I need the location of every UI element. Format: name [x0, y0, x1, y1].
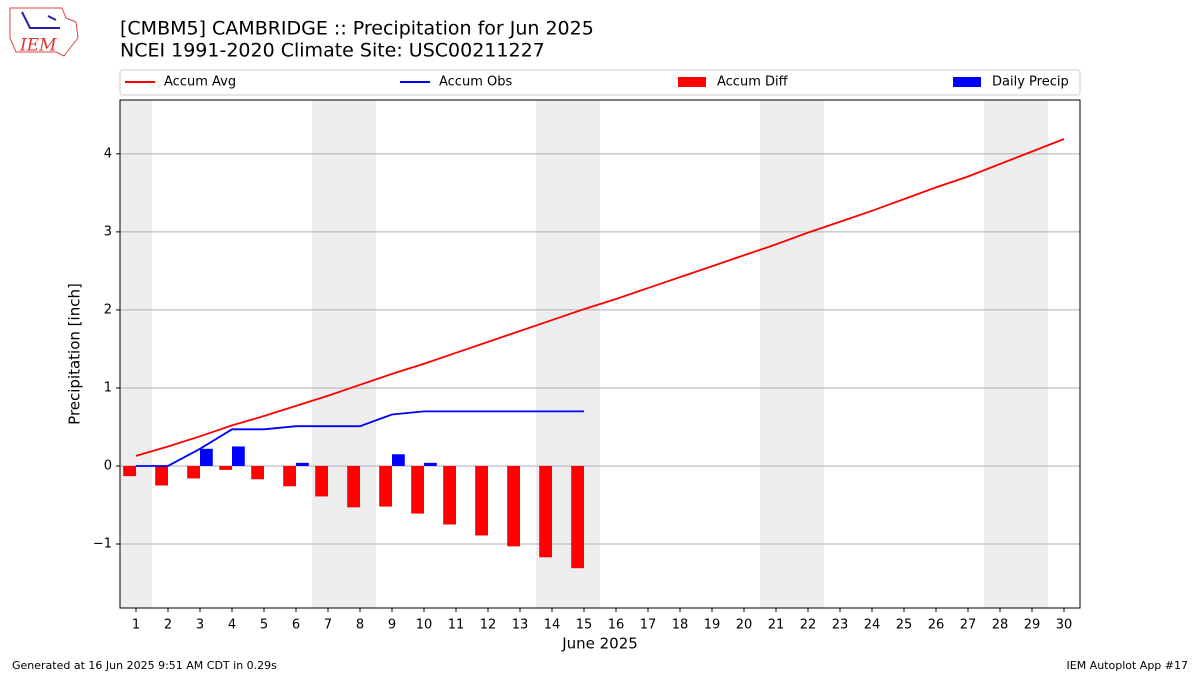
plot-frame: [119, 99, 1081, 609]
x-tick-label: 14: [544, 618, 561, 633]
x-tick-label: 10: [416, 618, 433, 633]
x-tick-label: 27: [960, 618, 977, 633]
x-tick-label: 7: [324, 618, 332, 633]
x-tick-label: 16: [608, 618, 625, 633]
x-tick-label: 23: [832, 618, 849, 633]
weekend-shade: [312, 100, 344, 608]
legend-box: [119, 69, 1081, 96]
x-tick-label: 21: [768, 618, 785, 633]
x-tick-label: 6: [292, 618, 300, 633]
bar: [507, 465, 520, 547]
x-tick-label: 13: [512, 618, 529, 633]
x-tick-label: 4: [228, 618, 236, 633]
x-tick-label: 15: [576, 618, 593, 633]
y-tick-label: 0: [104, 458, 112, 473]
weekend-shade: [1016, 100, 1048, 608]
legend-swatch: [678, 77, 706, 87]
logo-text: IEM: [19, 36, 57, 56]
bar: [251, 465, 264, 480]
line: [135, 138, 1065, 457]
legend-label: Daily Precip: [992, 75, 1069, 90]
x-tick-label: 28: [992, 618, 1009, 633]
y-tick-label: 4: [104, 146, 112, 161]
bar: [475, 465, 488, 536]
x-tick-label: 24: [864, 618, 881, 633]
bar: [315, 465, 328, 497]
logo: IEM: [9, 7, 79, 57]
footer-right: IEM Autoplot App #17: [1067, 659, 1189, 672]
x-tick-label: 9: [388, 618, 396, 633]
x-tick-label: 22: [800, 618, 817, 633]
x-tick-label: 3: [196, 618, 204, 633]
weekend-shade: [760, 100, 792, 608]
x-tick-label: 5: [260, 618, 268, 633]
bar: [232, 446, 245, 466]
weekend-shade: [984, 100, 1016, 608]
x-tick-label: 17: [640, 618, 657, 633]
x-tick-label: 29: [1024, 618, 1041, 633]
x-axis-label: June 2025: [561, 635, 638, 653]
footer-left: Generated at 16 Jun 2025 9:51 AM CDT in …: [12, 659, 277, 672]
legend-label: Accum Obs: [439, 75, 512, 90]
chart-subtitle: NCEI 1991-2020 Climate Site: USC00211227: [120, 40, 545, 62]
bar: [443, 465, 456, 525]
x-tick-label: 2: [164, 618, 172, 633]
bar: [392, 454, 405, 466]
x-tick-label: 25: [896, 618, 913, 633]
legend-swatch: [953, 77, 981, 87]
bar: [187, 465, 200, 479]
weekend-shade: [792, 100, 824, 608]
bar: [379, 465, 392, 507]
bar: [155, 465, 168, 486]
bar: [219, 465, 232, 470]
x-tick-label: 18: [672, 618, 689, 633]
bar: [347, 465, 360, 508]
bar: [123, 465, 136, 477]
weekend-shade: [344, 100, 376, 608]
bar: [283, 465, 296, 487]
bar: [411, 465, 424, 514]
y-tick-label: 1: [104, 380, 112, 395]
x-tick-label: 30: [1056, 618, 1073, 633]
legend-label: Accum Diff: [717, 75, 789, 90]
bar: [539, 465, 552, 558]
legend-label: Accum Avg: [164, 75, 236, 90]
bar: [571, 465, 584, 569]
bar: [296, 462, 309, 466]
y-tick-label: 3: [104, 224, 112, 239]
x-tick-label: 20: [736, 618, 753, 633]
y-tick-label: −1: [93, 537, 112, 552]
x-tick-label: 12: [480, 618, 497, 633]
chart-title: [CMBM5] CAMBRIDGE :: Precipitation for J…: [120, 18, 594, 40]
y-tick-label: 2: [104, 302, 112, 317]
line: [136, 410, 584, 467]
x-tick-label: 8: [356, 618, 364, 633]
bar: [424, 462, 437, 466]
y-axis-label: Precipitation [inch]: [66, 283, 84, 425]
x-tick-label: 1: [132, 618, 140, 633]
x-tick-label: 19: [704, 618, 721, 633]
weekend-shade: [120, 100, 152, 608]
x-tick-label: 11: [448, 618, 465, 633]
bar: [200, 448, 213, 466]
x-tick-label: 26: [928, 618, 945, 633]
